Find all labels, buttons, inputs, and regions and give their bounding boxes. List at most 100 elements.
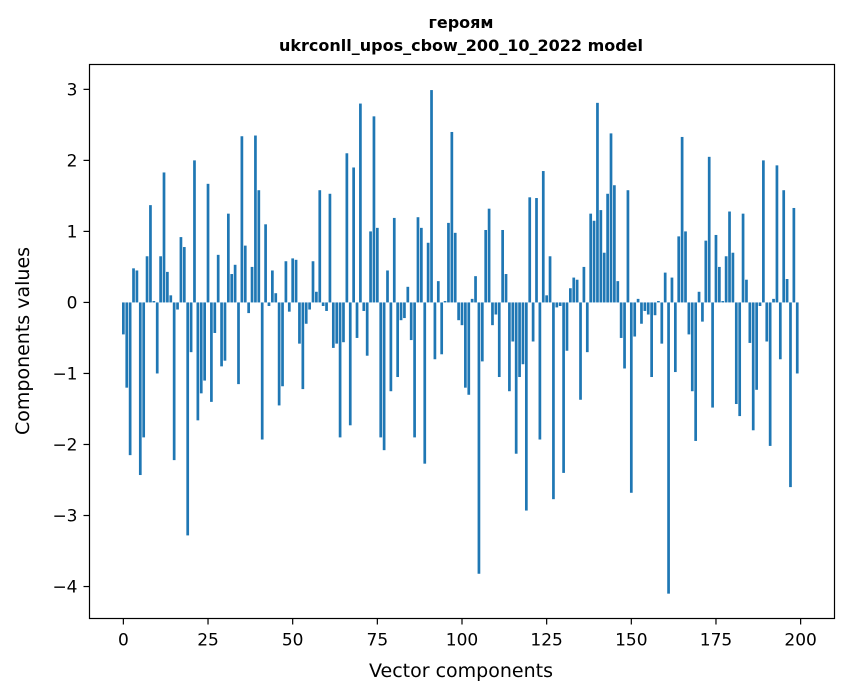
bar-component-118 <box>521 302 525 365</box>
bar-component-193 <box>775 165 779 303</box>
bar-component-98 <box>453 232 457 303</box>
x-tick-label: 100 <box>446 631 478 651</box>
bar-component-76 <box>379 302 383 438</box>
y-tick-label: 3 <box>67 80 78 100</box>
bar-component-149 <box>626 190 630 303</box>
bar-component-2 <box>128 302 132 456</box>
bar-component-99 <box>457 302 460 321</box>
bar-component-156 <box>650 302 653 378</box>
bar-component-28 <box>216 254 220 303</box>
bar-component-185 <box>748 302 752 343</box>
bar-component-167 <box>687 302 691 335</box>
y-tick-label: 1 <box>67 222 78 242</box>
bar-component-16 <box>176 302 179 310</box>
bar-component-67 <box>348 302 352 426</box>
bar-component-122 <box>535 198 538 303</box>
bar-component-63 <box>335 302 339 344</box>
bar-component-130 <box>562 302 565 473</box>
bar-component-172 <box>704 240 708 303</box>
bar-component-24 <box>203 302 206 381</box>
bar-component-161 <box>667 302 670 594</box>
bar-component-31 <box>226 213 230 303</box>
bar-component-163 <box>673 302 677 373</box>
bar-component-71 <box>362 302 366 311</box>
bar-component-143 <box>606 193 609 303</box>
bar-component-51 <box>294 259 298 303</box>
bar-component-126 <box>548 256 552 303</box>
bar-component-97 <box>450 131 454 303</box>
bar-component-1 <box>125 302 129 388</box>
bar-component-0 <box>122 302 125 335</box>
bar-component-32 <box>230 274 234 303</box>
bar-component-86 <box>413 302 416 438</box>
bar-component-74 <box>372 116 376 303</box>
bar-component-116 <box>514 302 518 454</box>
chart-subtitle: ukrconll_upos_cbow_200_10_2022 model <box>279 36 643 55</box>
bar-component-56 <box>311 261 315 303</box>
bar-component-52 <box>298 302 301 344</box>
bar-component-42 <box>264 224 267 303</box>
y-tick-label: −3 <box>52 507 77 527</box>
bar-component-198 <box>792 207 796 303</box>
y-tick-label: 2 <box>67 151 78 171</box>
bar-component-96 <box>447 222 450 303</box>
bar-component-151 <box>633 302 637 337</box>
bar-component-11 <box>159 256 162 303</box>
bar-component-107 <box>484 229 488 303</box>
bar-component-19 <box>186 302 190 536</box>
bar-component-127 <box>552 302 555 500</box>
bar-component-191 <box>768 302 772 446</box>
bar-component-137 <box>585 302 589 353</box>
bar-component-101 <box>464 302 467 388</box>
bar-component-136 <box>582 266 586 303</box>
bar-component-189 <box>762 160 765 303</box>
bar-component-177 <box>721 301 725 303</box>
bar-component-140 <box>596 102 599 303</box>
bar-component-179 <box>728 211 731 303</box>
bar-component-5 <box>138 302 142 476</box>
bar-component-78 <box>386 270 389 303</box>
bar-component-27 <box>213 302 217 333</box>
x-tick-label: 50 <box>282 631 304 651</box>
bar-component-144 <box>609 133 613 303</box>
bar-component-55 <box>308 302 311 310</box>
bar-component-174 <box>711 302 714 408</box>
bar-component-188 <box>758 302 762 306</box>
bar-component-81 <box>396 302 400 378</box>
bar-component-75 <box>375 227 379 303</box>
bar-component-109 <box>491 302 494 326</box>
bar-component-115 <box>511 302 515 342</box>
bar-component-135 <box>579 302 582 400</box>
bar-component-82 <box>399 302 403 321</box>
bar-component-178 <box>724 256 728 303</box>
bar-component-43 <box>267 302 271 306</box>
bar-component-79 <box>389 302 393 392</box>
bar-component-141 <box>599 210 603 303</box>
bar-component-91 <box>430 90 433 303</box>
bar-component-72 <box>365 302 369 356</box>
bar-component-26 <box>210 302 213 402</box>
bar-component-166 <box>684 231 687 303</box>
bar-component-62 <box>331 302 335 348</box>
bar-component-15 <box>172 302 176 461</box>
bar-component-23 <box>199 302 203 394</box>
bar-component-20 <box>189 302 193 353</box>
bar-component-157 <box>653 302 657 316</box>
bar-component-155 <box>646 302 650 315</box>
bar-component-46 <box>277 302 281 406</box>
bar-component-65 <box>342 302 345 343</box>
bar-component-168 <box>690 302 694 392</box>
bar-component-108 <box>487 208 491 303</box>
bars-group <box>122 90 799 594</box>
bar-component-44 <box>271 270 274 303</box>
bar-component-102 <box>467 302 471 395</box>
bar-component-183 <box>741 213 745 303</box>
x-tick-label: 150 <box>615 631 647 651</box>
bar-component-170 <box>697 291 701 303</box>
bar-component-190 <box>765 302 769 342</box>
bar-component-89 <box>423 302 427 464</box>
x-tick-label: 25 <box>197 631 219 651</box>
x-tick-label: 75 <box>367 631 389 651</box>
bar-component-124 <box>541 171 545 303</box>
bar-component-100 <box>460 302 464 326</box>
